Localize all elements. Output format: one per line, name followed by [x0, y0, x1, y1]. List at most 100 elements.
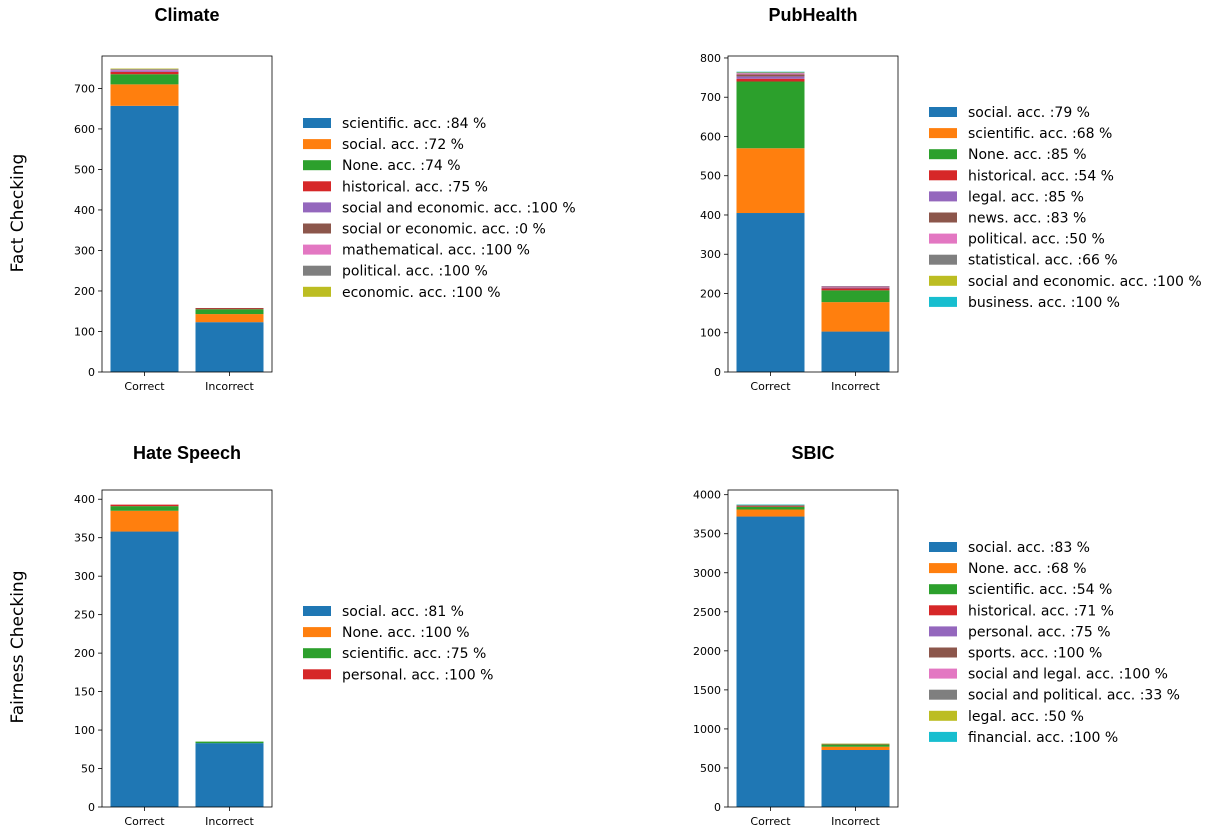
- legend-swatch: [929, 731, 957, 742]
- legend-label: scientific. acc. :54 %: [968, 582, 1112, 598]
- x-tick-label: Correct: [750, 380, 791, 393]
- y-tick-label: 3000: [693, 567, 721, 580]
- legend-swatch: [929, 212, 957, 223]
- legend-swatch: [303, 223, 331, 234]
- axes-frame: [101, 55, 273, 373]
- chart-pubhealth: PubHealth Correct Incorrect 0 100 200 300 400 50…: [700, 5, 1202, 393]
- legend-swatch: [303, 627, 331, 638]
- x-tick-label: Correct: [124, 815, 165, 828]
- bar-correct-political: [110, 68, 179, 70]
- y-tick-label: 400: [74, 493, 95, 506]
- bar-incorrect-none: [195, 309, 264, 315]
- chart-sbic: SBIC Correct Incorrect 0 500 1000 1500 2000 2500…: [693, 443, 1180, 828]
- legend-swatch: [303, 606, 331, 616]
- bar-correct-mathematical: [110, 69, 179, 71]
- y-tick-label: 700: [74, 82, 95, 95]
- legend-swatch: [929, 149, 957, 160]
- legend-label: social and political. acc. :33 %: [968, 688, 1180, 704]
- bar-correct-legal: [736, 76, 805, 79]
- y-tick-label: 500: [74, 163, 95, 176]
- y-tick-label: 300: [700, 248, 721, 261]
- chart-climate: Climate Correct Incorrect 0 100 200 300 400 500 6…: [74, 5, 576, 393]
- legend-label: scientific. acc. :68 %: [968, 126, 1112, 142]
- y-tick-label: 2000: [693, 645, 721, 658]
- bar-correct-historical: [736, 505, 805, 507]
- bar-incorrect-none: [821, 746, 890, 751]
- legend-label: personal. acc. :100 %: [342, 667, 493, 683]
- legend-label: social. acc. :83 %: [968, 540, 1090, 556]
- legend-swatch: [929, 647, 957, 658]
- axes-frame: [727, 489, 899, 808]
- bar-incorrect-scientific: [821, 302, 890, 332]
- y-tick-label: 400: [700, 209, 721, 222]
- y-tick-label: 100: [74, 724, 95, 737]
- legend-swatch: [303, 181, 331, 192]
- y-tick-label: 700: [700, 91, 721, 104]
- bar-correct-news: [736, 74, 805, 77]
- bar-correct-social: [110, 84, 179, 106]
- y-tick-label: 500: [700, 170, 721, 183]
- bar-incorrect-social: [195, 743, 264, 807]
- y-tick-label: 100: [700, 327, 721, 340]
- bar-incorrect-social: [195, 314, 264, 323]
- legend-label: None. acc. :68 %: [968, 561, 1087, 577]
- legend-swatch: [929, 107, 957, 117]
- y-tick-label: 200: [700, 287, 721, 300]
- legend-label: None. acc. :85 %: [968, 147, 1087, 163]
- legend-swatch: [303, 244, 331, 255]
- legend-label: social or economic. acc. :0 %: [342, 222, 546, 238]
- legend: social. acc. :81 % None. acc. :100 % scien…: [303, 604, 493, 683]
- y-tick-label: 300: [74, 570, 95, 583]
- chart-title: Hate Speech: [133, 443, 241, 463]
- legend-swatch: [303, 139, 331, 150]
- chart-title: Climate: [154, 5, 219, 25]
- bar-correct-scientific: [110, 506, 179, 511]
- chart-title: PubHealth: [768, 5, 857, 25]
- row-label-fairness-checking: Fairness Checking: [8, 571, 28, 724]
- chart-title: SBIC: [791, 443, 834, 463]
- y-tick-label: 250: [74, 609, 95, 622]
- legend-swatch: [303, 648, 331, 659]
- legend-label: social. acc. :79 %: [968, 105, 1090, 121]
- y-tick-label: 0: [88, 366, 95, 379]
- axes-frame: [101, 489, 273, 808]
- legend-swatch: [303, 202, 331, 213]
- bar-correct-scientific: [736, 506, 805, 510]
- bar-correct-personal: [736, 505, 805, 507]
- legend-swatch: [303, 160, 331, 171]
- legend-swatch: [303, 669, 331, 680]
- legend-swatch: [929, 254, 957, 265]
- bar-correct-none: [110, 510, 179, 532]
- y-tick-label: 400: [74, 204, 95, 217]
- y-tick-label: 500: [700, 762, 721, 775]
- bar-correct-social-and-economic: [736, 72, 805, 73]
- x-tick-label: Incorrect: [205, 815, 254, 828]
- bar-incorrect-historical: [195, 308, 264, 310]
- legend: social. acc. :79 % scientific. acc. :68 %…: [929, 105, 1202, 311]
- bar-correct-social-and-economic: [110, 70, 179, 72]
- axes-frame: [727, 55, 899, 373]
- bar-correct-none: [736, 81, 805, 149]
- bar-correct-historical: [736, 78, 805, 82]
- y-tick-label: 800: [700, 52, 721, 65]
- legend-swatch: [929, 689, 957, 700]
- legend-label: legal. acc. :50 %: [968, 709, 1084, 725]
- bar-correct-political: [736, 73, 805, 75]
- legend-label: social and legal. acc. :100 %: [968, 667, 1168, 683]
- bar-incorrect-historical: [821, 288, 890, 291]
- bar-correct-economic: [110, 68, 179, 70]
- legend-label: historical. acc. :75 %: [342, 179, 488, 195]
- x-tick-label: Incorrect: [205, 380, 254, 393]
- y-tick-label: 200: [74, 285, 95, 298]
- bar-correct-financial: [736, 504, 805, 506]
- y-tick-label: 3500: [693, 528, 721, 541]
- legend-swatch: [929, 170, 957, 181]
- legend-label: financial. acc. :100 %: [968, 730, 1118, 746]
- legend-swatch: [303, 286, 331, 297]
- bar-incorrect-social-or-economic: [195, 307, 264, 309]
- legend-swatch: [929, 128, 957, 139]
- legend-label: social. acc. :72 %: [342, 137, 464, 153]
- bar-incorrect-social: [821, 331, 890, 372]
- legend-label: political. acc. :50 %: [968, 232, 1105, 248]
